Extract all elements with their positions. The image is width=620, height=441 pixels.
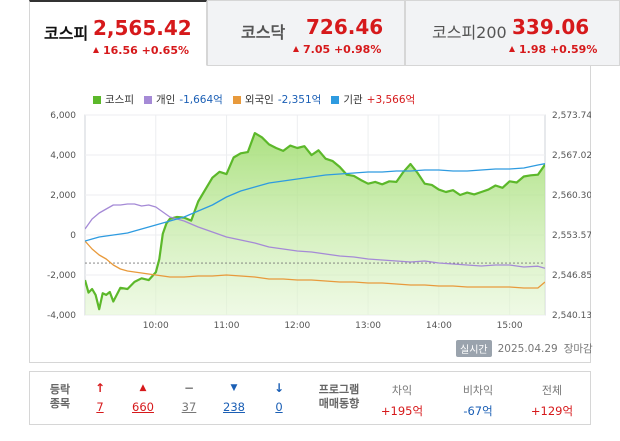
non-arbitrage-value: -67억: [463, 404, 493, 418]
timestamp: 실시간 2025.04.29 장마감: [456, 340, 593, 357]
legend-institution-label: 기관: [343, 94, 363, 106]
up-triangle-icon: [509, 46, 515, 52]
program-non-arbitrage: 비차익 -67억: [448, 382, 508, 419]
rising-count[interactable]: 660: [132, 400, 154, 414]
total-value: +129억: [530, 404, 574, 418]
unchanged-dash-icon: −: [183, 381, 195, 395]
tab-kosdaq-price: 726.46: [306, 15, 384, 39]
breadth-falling: ▼ 238: [214, 381, 254, 414]
breadth-unchanged: − 37: [169, 381, 209, 414]
right-tick-label: 2,546.85: [552, 271, 591, 281]
legend-individual-value: -1,664억: [179, 94, 223, 106]
unchanged-count[interactable]: 37: [181, 400, 197, 414]
legend-individual[interactable]: 개인 -1,664억: [143, 92, 223, 107]
legend-individual-label: 개인: [155, 94, 176, 106]
right-tick-label: 2,573.74: [552, 111, 591, 121]
right-axis: 2,573.74 2,567.02 2,560.30 2,553.57 2,546.85…: [552, 111, 591, 321]
chart-panel: [29, 65, 591, 363]
arbitrage-value: +195억: [380, 404, 424, 418]
up-triangle-icon: [293, 46, 299, 52]
tab-kospi-change: 16.56 +0.65%: [93, 44, 189, 57]
legend-foreign-swatch: [232, 95, 241, 104]
left-axis: 6,000 4,000 2,000 0 -2,000 -4,000: [47, 111, 76, 321]
left-tick-label: -4,000: [47, 311, 76, 321]
program-label-line1: 프로그램: [318, 383, 360, 396]
tab-kosdaq[interactable]: 코스닥 726.46 7.05 +0.98%: [207, 0, 405, 66]
left-tick-label: 2,000: [50, 191, 76, 201]
right-tick-label: 2,567.02: [552, 151, 591, 161]
left-tick-label: 4,000: [50, 151, 76, 161]
legend-institution-swatch: [331, 95, 340, 104]
legend-kospi-swatch: [93, 95, 101, 104]
realtime-badge: 실시간: [456, 340, 492, 357]
tab-kospi[interactable]: 코스피 2,565.42 16.56 +0.65%: [29, 0, 207, 66]
rising-triangle-icon: ▲: [139, 383, 147, 393]
left-tick-label: -2,000: [47, 271, 76, 281]
institution-line[interactable]: [85, 163, 545, 242]
lower-limit-arrow-icon: ↓: [273, 381, 285, 395]
tab-kospi200-change: 1.98 +0.59%: [509, 43, 597, 56]
index-tabs: 코스피 2,565.42 16.56 +0.65% 코스닥 726.46 7.0…: [29, 0, 620, 66]
legend-kospi-label: 코스피: [105, 94, 134, 106]
falling-count[interactable]: 238: [223, 400, 245, 414]
legend-foreign-value: -2,351억: [277, 94, 322, 106]
tab-kospi200-name: 코스피200: [432, 23, 507, 42]
x-tick-label: 11:00: [214, 321, 240, 331]
upper-limit-count[interactable]: 7: [96, 400, 104, 414]
timestamp-date: 2025.04.29: [497, 342, 558, 355]
program-label: 프로그램 매매동향: [310, 383, 368, 411]
right-tick-label: 2,560.30: [552, 191, 591, 201]
tab-kosdaq-name: 코스닥: [241, 23, 286, 42]
right-tick-label: 2,553.57: [552, 231, 591, 241]
market-stats: 등락 종목 ↑ 7 ▲ 660 − 37 ▼ 238 ↓ 0 프로그램 매매동향…: [29, 371, 591, 425]
legend-foreign-label: 외국인: [244, 94, 274, 106]
total-header: 전체: [541, 384, 563, 397]
foreign-line[interactable]: [85, 240, 545, 289]
x-tick-label: 15:00: [497, 321, 523, 331]
non-arbitrage-header: 비차익: [462, 384, 494, 397]
x-tick-label: 14:00: [426, 321, 452, 331]
x-tick-label: 10:00: [143, 321, 169, 331]
program-label-line2: 매매동향: [318, 397, 360, 410]
market-status: 장마감: [563, 343, 593, 355]
breadth-rising: ▲ 660: [123, 381, 163, 414]
breadth-upper-limit: ↑ 7: [80, 381, 120, 414]
breadth-label: 등락 종목: [40, 383, 80, 411]
lower-limit-count[interactable]: 0: [275, 400, 283, 414]
falling-triangle-icon: ▼: [230, 383, 238, 393]
legend-individual-swatch: [143, 95, 152, 104]
breadth-label-line1: 등락: [49, 383, 71, 396]
kospi-line[interactable]: [85, 132, 545, 311]
tab-kospi-name: 코스피: [44, 24, 89, 43]
program-total: 전체 +129억: [522, 382, 582, 419]
individual-line[interactable]: [85, 203, 545, 269]
tab-kosdaq-change: 7.05 +0.98%: [293, 43, 381, 56]
upper-limit-arrow-icon: ↑: [94, 381, 106, 395]
up-triangle-icon: [93, 47, 99, 53]
chart-legend: 코스피 개인 -1,664억 외국인 -2,351억 기관 +3,566억: [93, 92, 415, 107]
time-axis: 10:00 11:00 12:00 13:00 14:00 15:00: [143, 321, 523, 331]
legend-kospi[interactable]: 코스피: [93, 92, 134, 107]
x-tick-label: 12:00: [284, 321, 310, 331]
legend-institution-value: +3,566억: [366, 94, 416, 106]
kospi-area: [85, 133, 545, 315]
x-tick-label: 13:00: [355, 321, 381, 331]
left-tick-label: 6,000: [50, 111, 76, 121]
breadth-label-line2: 종목: [49, 397, 71, 410]
program-arbitrage: 차익 +195억: [372, 382, 432, 419]
arbitrage-header: 차익: [391, 384, 413, 397]
left-tick-label: 0: [70, 231, 76, 241]
tab-kospi200[interactable]: 코스피200 339.06 1.98 +0.59%: [405, 0, 620, 66]
breadth-lower-limit: ↓ 0: [259, 381, 299, 414]
right-tick-label: 2,540.13: [552, 311, 591, 321]
tab-kospi-price: 2,565.42: [93, 16, 192, 40]
legend-foreign[interactable]: 외국인 -2,351억: [232, 92, 322, 107]
legend-institution[interactable]: 기관 +3,566억: [331, 92, 415, 107]
tab-kospi200-price: 339.06: [512, 15, 590, 39]
